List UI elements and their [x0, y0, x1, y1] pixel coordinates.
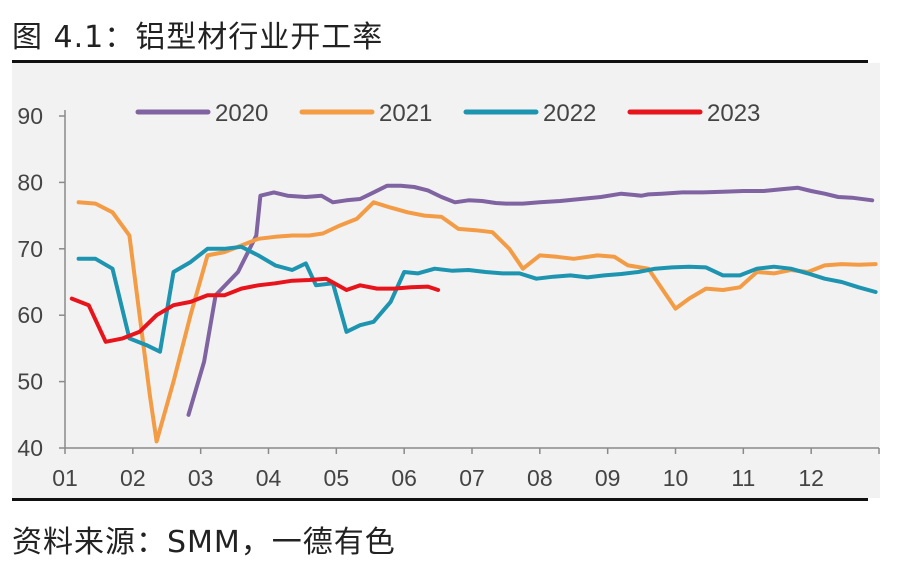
- legend-label-2020: 2020: [215, 100, 268, 127]
- legend: 2020 2021 2022 2023: [135, 100, 760, 127]
- y-tick-label: 60: [17, 302, 43, 328]
- bottom-rule: [12, 498, 868, 501]
- legend-label-2022: 2022: [543, 100, 596, 127]
- y-tick-label: 40: [17, 435, 43, 461]
- series-line-2020: [186, 183, 875, 417]
- series-lines: [69, 183, 878, 444]
- series-line-2022: [76, 244, 878, 354]
- y-tick-label: 70: [17, 236, 43, 262]
- x-tick-label: 02: [120, 465, 146, 491]
- legend-label-2021: 2021: [379, 100, 432, 127]
- y-tick-label: 90: [17, 103, 43, 129]
- x-tick-label: 03: [188, 465, 214, 491]
- top-rule: [12, 60, 868, 63]
- y-tick-label: 50: [17, 369, 43, 395]
- x-tick-label: 06: [391, 465, 417, 491]
- x-tick-label: 05: [324, 465, 350, 491]
- figure-title: 图 4.1：铝型材行业开工率: [12, 20, 384, 55]
- axes: 40 50 60 70 80 90 01 02 03 04 05 06 07 08 09 10 11 12: [17, 103, 880, 491]
- x-tick-label: 08: [527, 465, 553, 491]
- source-note: 资料来源：SMM，一德有色: [12, 525, 396, 560]
- x-tick-label: 11: [731, 465, 755, 491]
- y-tick-label: 80: [17, 169, 43, 195]
- legend-label-2023: 2023: [707, 100, 760, 127]
- x-tick-label: 01: [52, 465, 78, 491]
- x-tick-label: 07: [459, 465, 485, 491]
- plot-background: [12, 63, 880, 498]
- x-tick-label: 12: [798, 465, 824, 491]
- series-line-2021: [76, 200, 878, 444]
- x-tick-label: 09: [595, 465, 621, 491]
- x-tick-label: 04: [256, 465, 282, 491]
- x-tick-label: 10: [663, 465, 689, 491]
